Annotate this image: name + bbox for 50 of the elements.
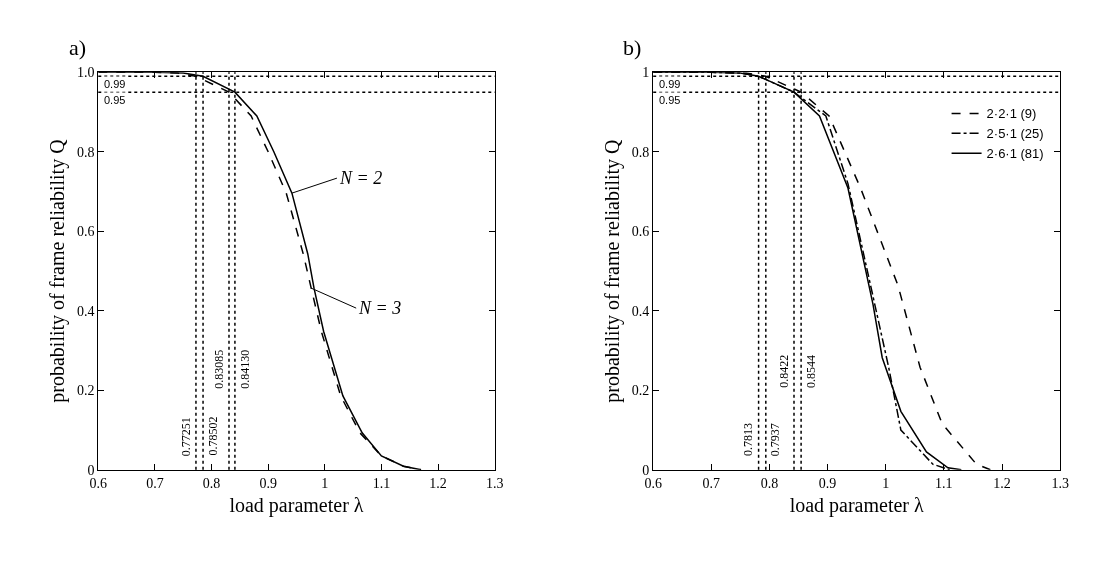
y-tick-label: 0 (642, 462, 650, 478)
ref-line-label: 0.84130 (238, 349, 253, 389)
x-tick-label: 0.8 (760, 475, 779, 491)
ref-line-label: 0.77251 (178, 417, 193, 457)
ref-line-label: 0.95 (659, 94, 681, 106)
ref-line-label: 0.99 (104, 78, 126, 90)
y-tick-label: 0.4 (76, 303, 95, 319)
x-tick-label: 1 (321, 475, 329, 491)
x-tick-label: 1.1 (935, 475, 953, 491)
legend-label: 2·5·1 (25) (986, 126, 1044, 142)
y-tick-label: 0.6 (76, 224, 95, 240)
ref-line-label: 0.8544 (804, 354, 819, 388)
ref-line-label: 0.95 (104, 94, 126, 106)
y-tick-label: 0.8 (631, 144, 650, 160)
ref-line-label: 0.7813 (741, 422, 756, 456)
x-axis-title: load parameter λ (789, 494, 925, 518)
legend-label: 2·6·1 (81) (986, 146, 1044, 162)
annotation: N = 2 (339, 168, 383, 188)
ref-line-label: 0.83085 (212, 349, 227, 389)
x-tick-label: 1.1 (372, 475, 391, 491)
y-tick-label: 0.2 (76, 383, 95, 399)
x-tick-label: 1 (882, 475, 890, 491)
x-tick-label: 0.7 (702, 475, 721, 491)
annotation: N = 3 (358, 298, 402, 318)
chart-title: b) (623, 35, 642, 60)
y-tick-label: 0.8 (76, 144, 95, 160)
y-tick-label: 0.6 (631, 224, 650, 240)
y-tick-label: 1.0 (76, 65, 95, 81)
y-tick-label: 1 (642, 65, 650, 81)
x-tick-label: 1.3 (1051, 475, 1069, 491)
x-tick-label: 0.6 (89, 475, 108, 491)
chart-title: a) (69, 35, 87, 60)
x-tick-label: 0.9 (818, 475, 837, 491)
x-tick-label: 0.9 (259, 475, 277, 491)
y-tick-label: 0.4 (631, 303, 650, 319)
y-axis-title: probability of frame reliability Q (601, 138, 625, 403)
ref-line-label: 0.99 (659, 78, 681, 90)
x-tick-label: 1.2 (993, 475, 1011, 491)
ref-line-label: 0.8422 (777, 354, 792, 388)
y-axis-title: probability of frame reliability Q (46, 138, 70, 403)
x-axis-title: load parameter λ (229, 494, 364, 518)
x-tick-label: 1.3 (485, 475, 504, 491)
y-tick-label: 0.2 (631, 383, 650, 399)
x-tick-label: 0.8 (202, 475, 221, 491)
ref-line-label: 0.78502 (205, 416, 220, 456)
x-tick-label: 1.2 (429, 475, 447, 491)
y-tick-label: 0 (87, 462, 95, 478)
x-tick-label: 0.7 (146, 475, 164, 491)
ref-line-label: 0.7937 (768, 423, 783, 457)
legend-label: 2·2·1 (9) (986, 106, 1037, 122)
